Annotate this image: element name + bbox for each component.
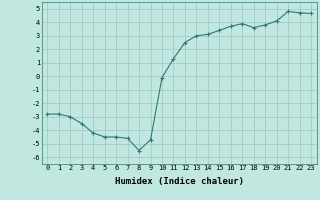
X-axis label: Humidex (Indice chaleur): Humidex (Indice chaleur) (115, 177, 244, 186)
